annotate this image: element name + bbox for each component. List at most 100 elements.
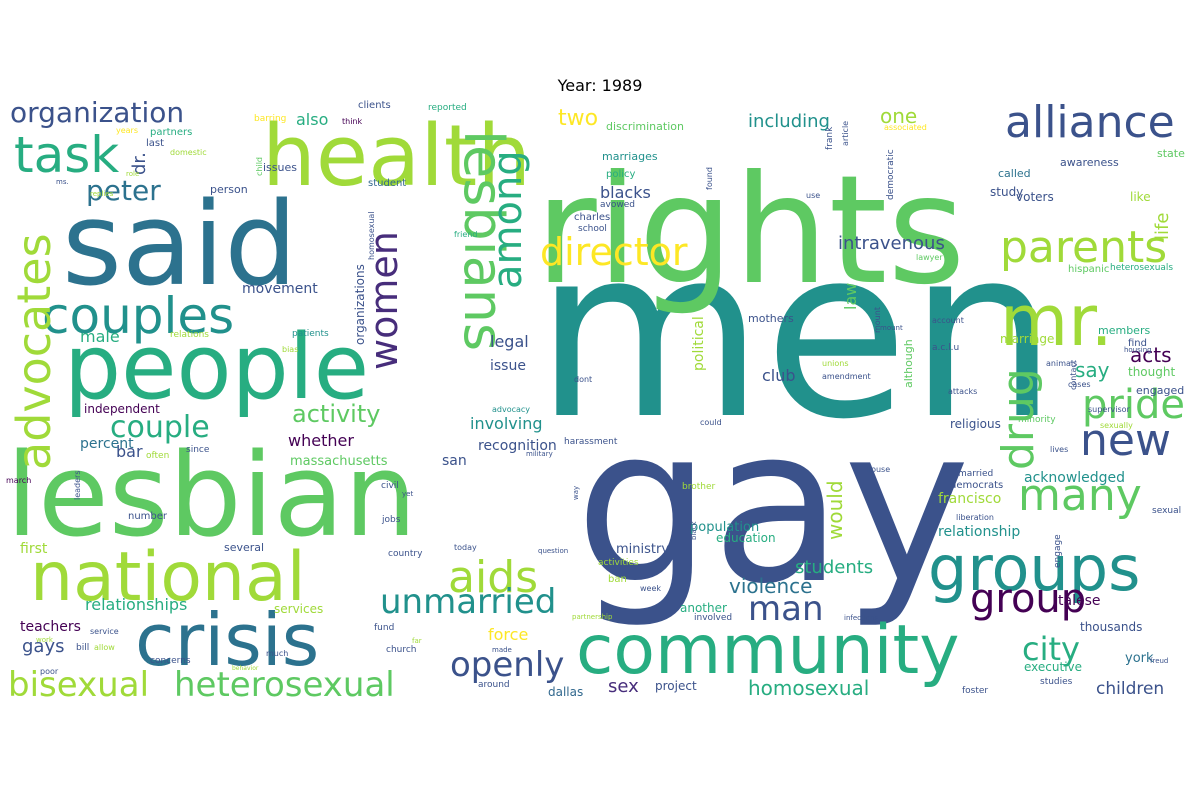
word: harassment xyxy=(564,437,618,447)
word: article xyxy=(841,121,850,146)
word: last xyxy=(146,138,164,149)
word: minority xyxy=(1018,415,1056,425)
word: think xyxy=(342,117,363,126)
word: students xyxy=(795,557,873,578)
word: week xyxy=(640,584,661,593)
word: peter xyxy=(86,174,161,207)
word: force xyxy=(488,625,528,644)
word: involving xyxy=(470,414,543,433)
word: teachers xyxy=(20,619,81,635)
word: would xyxy=(823,480,847,540)
word: also xyxy=(296,110,328,129)
word: person xyxy=(210,183,248,196)
word: way xyxy=(572,486,580,500)
word: lawyer xyxy=(916,253,943,262)
word: advocacy xyxy=(492,405,530,414)
word: advocates xyxy=(7,233,61,470)
word: san xyxy=(442,453,467,469)
word: organizations xyxy=(353,264,367,345)
word: supervisor xyxy=(1088,405,1131,414)
word: reported xyxy=(428,103,467,113)
word: cases xyxy=(1068,380,1091,389)
word: relations xyxy=(170,330,209,340)
word: gay xyxy=(575,380,970,631)
word: acknowledged xyxy=(1024,470,1125,486)
word: issue xyxy=(490,358,526,374)
word: yet xyxy=(402,490,413,498)
word: openly xyxy=(450,645,564,685)
word: sex xyxy=(608,676,639,697)
word: new xyxy=(1080,415,1171,466)
word: including xyxy=(748,111,830,132)
word: civil xyxy=(381,481,399,491)
word: called xyxy=(998,167,1031,180)
word: although xyxy=(902,339,915,388)
word: mothers xyxy=(748,312,794,325)
word: housing xyxy=(1124,346,1152,354)
word: independent xyxy=(84,402,160,416)
word: bill xyxy=(76,643,89,653)
word: members xyxy=(1098,324,1150,337)
word: black xyxy=(690,520,698,540)
word: country xyxy=(388,549,423,559)
word: life xyxy=(1152,213,1173,240)
word: relationships xyxy=(85,595,187,614)
word: hispanic xyxy=(1068,264,1109,275)
word: massachusetts xyxy=(290,454,388,469)
word: two xyxy=(558,106,598,131)
word: barring xyxy=(254,114,286,124)
word: brother xyxy=(682,482,715,492)
word: concerns xyxy=(150,656,191,666)
word: people xyxy=(64,315,369,420)
word: unions xyxy=(822,359,849,368)
word: pride xyxy=(1082,382,1185,428)
word: married xyxy=(958,469,993,479)
word: education xyxy=(716,531,776,545)
word: child xyxy=(255,157,264,176)
word: question xyxy=(538,547,568,555)
word: church xyxy=(386,645,417,655)
word: club xyxy=(762,366,796,385)
word: leaders xyxy=(73,470,82,500)
word: thousands xyxy=(1080,620,1142,634)
word: talese xyxy=(1058,593,1100,609)
word: intravenous xyxy=(838,233,945,254)
word: could xyxy=(700,418,722,427)
word: heterosexual xyxy=(174,665,395,705)
word: amendment xyxy=(822,372,871,381)
word: violence xyxy=(729,574,812,598)
word: political xyxy=(691,316,707,371)
word: contact xyxy=(1069,360,1078,390)
word: bisexual xyxy=(8,665,149,705)
word: dont xyxy=(574,375,592,384)
word: replies xyxy=(90,190,114,198)
word: associated xyxy=(884,123,927,132)
word: study xyxy=(990,185,1023,199)
word: lesbians xyxy=(452,130,515,351)
word: men xyxy=(535,198,1057,471)
word: animals xyxy=(1046,359,1077,368)
word: activities xyxy=(598,558,639,568)
word: one xyxy=(880,104,917,128)
word: work xyxy=(36,636,54,644)
word: engaged xyxy=(1136,384,1184,397)
word: jobs xyxy=(381,515,401,525)
word: frank xyxy=(825,126,835,150)
word: recognition xyxy=(478,438,557,454)
word: said xyxy=(62,178,297,312)
word: discrimination xyxy=(606,120,684,133)
word: account xyxy=(932,316,964,325)
word: engage xyxy=(1053,534,1063,568)
word: around xyxy=(478,680,510,690)
word: sexually xyxy=(1100,421,1133,430)
word: allow xyxy=(94,643,115,652)
word: man xyxy=(748,589,824,629)
word: like xyxy=(1130,190,1151,204)
word: clients xyxy=(358,100,391,111)
word: freud xyxy=(1150,657,1168,665)
word: democratic xyxy=(886,149,896,200)
word: much xyxy=(266,649,288,658)
word: lives xyxy=(1050,445,1068,454)
word: military xyxy=(526,450,553,458)
word: infections xyxy=(844,614,878,622)
